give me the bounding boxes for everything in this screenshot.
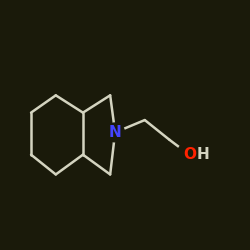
Text: O: O: [183, 147, 196, 162]
Text: N: N: [109, 125, 122, 140]
Circle shape: [106, 123, 124, 142]
Text: H: H: [196, 147, 209, 162]
Circle shape: [177, 142, 202, 167]
